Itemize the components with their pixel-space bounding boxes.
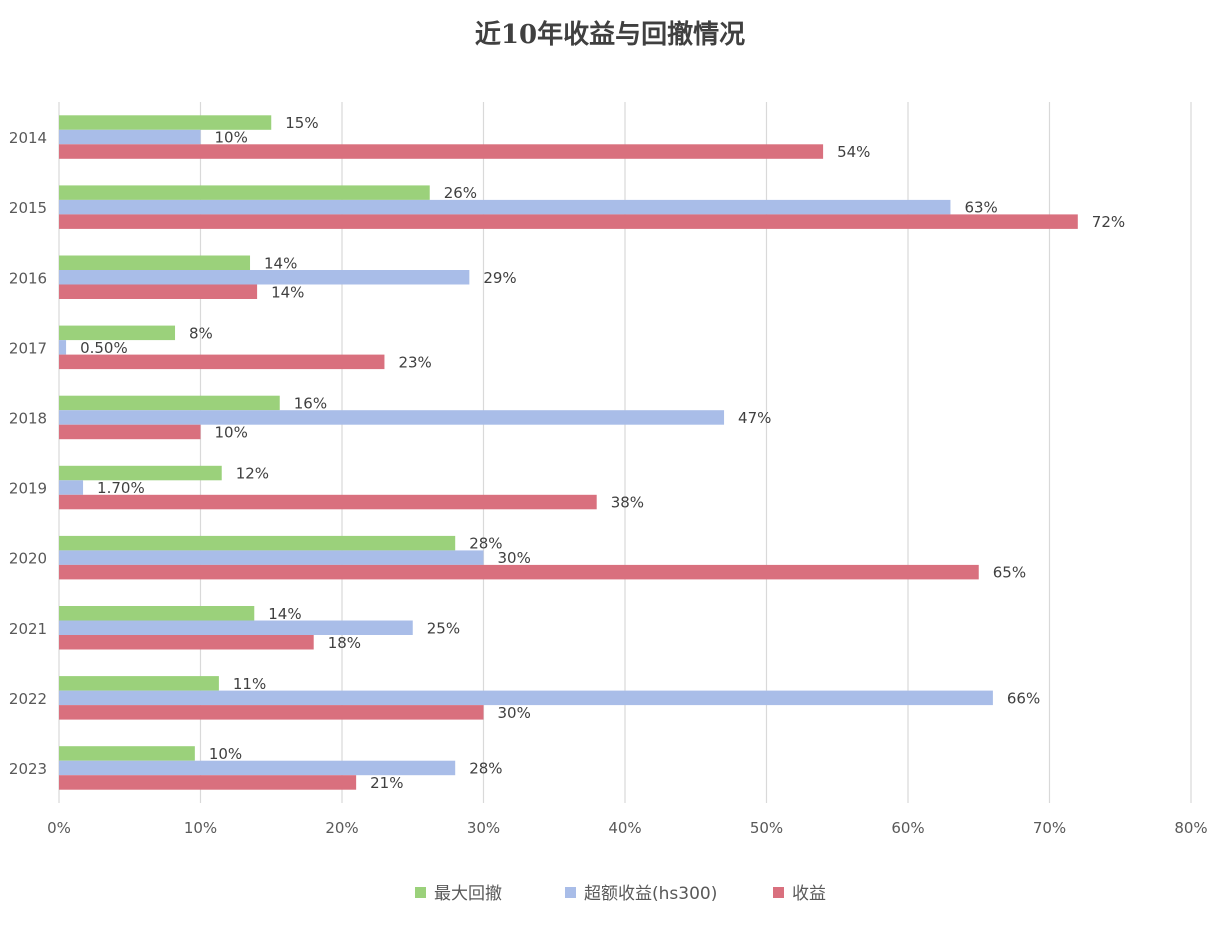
x-tick-label: 10% [184, 819, 217, 837]
data-label: 0.50% [80, 339, 128, 357]
legend-label: 超额收益(hs300) [584, 884, 717, 904]
legend-label: 收益 [792, 884, 826, 904]
bar [59, 354, 385, 370]
bar [59, 255, 251, 270]
data-label: 38% [611, 494, 644, 512]
data-label: 29% [483, 269, 516, 287]
bar [59, 705, 484, 720]
data-label: 14% [268, 605, 301, 623]
data-label: 10% [215, 129, 248, 147]
data-label: 10% [209, 745, 242, 763]
bar [59, 676, 219, 691]
x-tick-label: 80% [1174, 819, 1207, 837]
y-tick-label: 2022 [9, 690, 47, 708]
x-tick-label: 20% [325, 819, 358, 837]
bar [59, 760, 456, 776]
data-label: 15% [285, 114, 318, 132]
bar [59, 340, 67, 355]
y-tick-label: 2019 [9, 480, 47, 498]
bar [59, 129, 201, 145]
legend-swatch [415, 887, 426, 898]
bar [59, 550, 484, 565]
y-tick-label: 2018 [9, 409, 47, 427]
y-tick-label: 2023 [9, 760, 47, 778]
bar [59, 214, 1078, 229]
bar [59, 494, 597, 510]
data-label: 54% [837, 143, 870, 161]
bar [59, 535, 456, 551]
data-label: 30% [498, 549, 531, 567]
legend: 最大回撤 超额收益(hs300) 收益 [415, 884, 826, 904]
data-label: 66% [1007, 689, 1040, 707]
data-label: 28% [469, 535, 502, 553]
data-label: 18% [328, 634, 361, 652]
bar [59, 465, 222, 481]
x-tick-label: 0% [47, 819, 71, 837]
data-label: 8% [189, 324, 213, 342]
data-label: 25% [427, 619, 460, 637]
x-axis: 0% 10% 20% 30% 40% 50% 60% 70% 80% [47, 819, 1208, 837]
data-label: 26% [444, 184, 477, 202]
data-label: 65% [993, 564, 1026, 582]
legend-swatch [773, 887, 784, 898]
bar [59, 395, 280, 411]
bar [59, 270, 470, 285]
data-label: 23% [398, 353, 431, 371]
y-tick-label: 2021 [9, 620, 47, 638]
y-axis: 2014 2015 2016 2017 2018 2019 2020 2021 2022 2023 [9, 129, 47, 778]
bar [59, 199, 951, 215]
x-tick-label: 30% [467, 819, 500, 837]
bar [59, 620, 413, 635]
y-tick-label: 2014 [9, 129, 47, 147]
legend-swatch [565, 887, 576, 898]
data-label: 21% [370, 774, 403, 792]
data-label: 14% [264, 254, 297, 272]
y-tick-label: 2017 [9, 339, 47, 357]
data-label: 47% [738, 409, 771, 427]
bar [59, 284, 258, 299]
data-label: 1.70% [97, 479, 145, 497]
bar [59, 564, 979, 580]
x-tick-label: 40% [608, 819, 641, 837]
bar [59, 606, 255, 621]
bar [59, 185, 430, 200]
bar [59, 775, 357, 790]
data-label: 11% [233, 675, 266, 693]
bar [59, 480, 84, 495]
bar [59, 410, 725, 425]
data-label: 63% [964, 199, 997, 217]
legend-label: 最大回撤 [434, 884, 502, 904]
data-label: 10% [215, 423, 248, 441]
bar [59, 115, 272, 130]
data-label: 16% [294, 394, 327, 412]
y-tick-label: 2016 [9, 269, 47, 287]
bar [59, 690, 993, 706]
x-tick-label: 70% [1033, 819, 1066, 837]
bar [59, 325, 176, 341]
bar [59, 144, 824, 159]
data-label: 12% [236, 465, 269, 483]
bar [59, 635, 314, 650]
bar [59, 424, 201, 440]
data-labels: 15% 10% 54% 26% 63% 72% 14% 29% 14% 8% 0.50% 23% 16%… [80, 114, 1125, 792]
bar [59, 746, 195, 761]
y-tick-label: 2020 [9, 550, 47, 568]
x-tick-label: 60% [891, 819, 924, 837]
data-label: 72% [1092, 213, 1125, 231]
data-label: 14% [271, 283, 304, 301]
data-label: 30% [498, 704, 531, 722]
bars [59, 115, 1078, 790]
data-label: 28% [469, 759, 502, 777]
y-tick-label: 2015 [9, 199, 47, 217]
chart-title: 近10年收益与回撤情况 [475, 19, 745, 50]
x-tick-label: 50% [750, 819, 783, 837]
